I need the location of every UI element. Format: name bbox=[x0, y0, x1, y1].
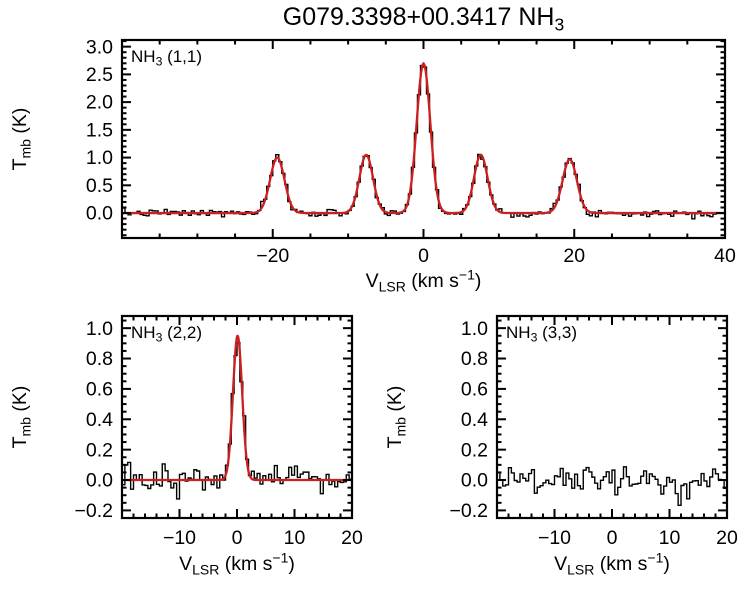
x-tick-label: −10 bbox=[163, 527, 196, 549]
x-tick-label: 10 bbox=[659, 527, 681, 549]
panel-label: NH3 (1,1) bbox=[131, 47, 202, 69]
y-tick-label: 2.5 bbox=[86, 64, 113, 86]
y-tick-label: 0.5 bbox=[86, 175, 113, 197]
y-tick-label: 1.5 bbox=[86, 119, 113, 141]
y-tick-label: 0.0 bbox=[86, 203, 113, 225]
observed-spectrum-trace bbox=[122, 64, 725, 220]
y-tick-label: 0.2 bbox=[86, 439, 113, 461]
y-tick-label: −0.2 bbox=[75, 500, 114, 522]
y-tick-label: 1.0 bbox=[86, 318, 113, 340]
x-tick-label: 0 bbox=[232, 527, 243, 549]
panel-nh3-2-2: −10 0 10 20 −0.2 0.0 0.2 0.4 0.6 0.8 1.0 NH3 (2,2) V… bbox=[9, 314, 363, 578]
x-tick-label: 0 bbox=[418, 245, 429, 267]
y-tick-label: 2.0 bbox=[86, 92, 113, 114]
x-axis-label: VLSR (km s−1) bbox=[554, 550, 670, 578]
x-tick-label: −20 bbox=[256, 245, 289, 267]
y-tick-label: 0.8 bbox=[461, 348, 488, 370]
plot-area bbox=[122, 334, 352, 500]
axes-frame bbox=[495, 314, 729, 520]
observed-spectrum-trace bbox=[497, 466, 727, 507]
y-tick-label: 0.4 bbox=[86, 409, 113, 431]
gaussian-fit-curve bbox=[122, 62, 725, 215]
y-tick-label: 0.4 bbox=[461, 409, 488, 431]
axes-frame bbox=[120, 314, 354, 520]
panel-label: NH3 (3,3) bbox=[506, 323, 577, 345]
title-text-segment: 3 bbox=[554, 14, 565, 35]
tick-marks bbox=[497, 316, 728, 518]
x-tick-label: 0 bbox=[607, 527, 618, 549]
observed-spectrum-trace bbox=[122, 341, 352, 500]
x-axis-label: VLSR (km s−1) bbox=[366, 267, 482, 295]
tick-marks bbox=[122, 40, 726, 238]
x-axis-label: VLSR (km s−1) bbox=[179, 550, 295, 578]
axes-frame bbox=[120, 38, 727, 240]
y-tick-label: 0.6 bbox=[461, 379, 488, 401]
x-tick-label: 40 bbox=[714, 245, 736, 267]
y-tick-label: 3.0 bbox=[86, 36, 113, 58]
y-axis-label: Tmb (K) bbox=[9, 108, 33, 171]
y-tick-label: 1.0 bbox=[461, 318, 488, 340]
y-axis-label: Tmb (K) bbox=[9, 386, 33, 449]
y-tick-label: 0.8 bbox=[86, 348, 113, 370]
x-tick-label: 20 bbox=[716, 527, 738, 549]
y-tick-label: 0.6 bbox=[86, 379, 113, 401]
plot-area bbox=[497, 466, 727, 507]
y-axis-label: Tmb (K) bbox=[384, 386, 408, 449]
x-tick-label: −10 bbox=[538, 527, 571, 549]
panel-nh3-1-1: −20 0 20 40 0.0 0.5 1.0 1.5 2.0 2.5 3.0 NH3 (1,1) VL… bbox=[9, 36, 736, 295]
y-tick-label: −0.2 bbox=[450, 500, 489, 522]
x-tick-label: 10 bbox=[284, 527, 306, 549]
gaussian-fit-curve bbox=[122, 334, 352, 482]
y-tick-label: 0.2 bbox=[461, 439, 488, 461]
x-tick-label: 20 bbox=[341, 527, 363, 549]
title-text-segment: G079.3398+00.3417 NH bbox=[282, 3, 555, 31]
plot-area bbox=[122, 62, 725, 220]
y-tick-label: 0.0 bbox=[86, 470, 113, 492]
x-tick-label: 20 bbox=[563, 245, 585, 267]
y-tick-label: 0.0 bbox=[461, 470, 488, 492]
figure-title: G079.3398+00.3417 NH3 bbox=[122, 2, 725, 39]
panel-nh3-3-3: −10 0 10 20 −0.2 0.0 0.2 0.4 0.6 0.8 1.0 NH3 (3,3) V… bbox=[384, 314, 738, 578]
panel-label: NH3 (2,2) bbox=[131, 323, 202, 345]
y-tick-label: 1.0 bbox=[86, 147, 113, 169]
